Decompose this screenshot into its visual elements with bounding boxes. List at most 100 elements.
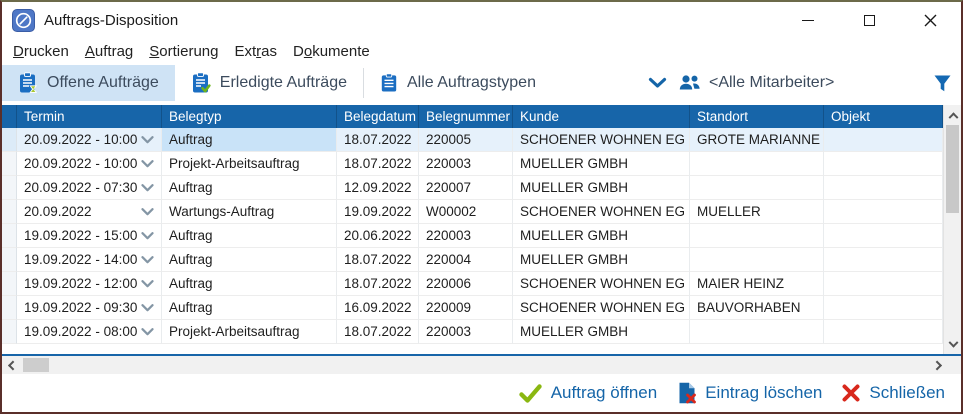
cell-termin[interactable]: 20.09.2022 xyxy=(17,200,162,224)
cell-objekt[interactable] xyxy=(824,200,943,224)
scroll-left-icon[interactable] xyxy=(2,356,20,374)
cell-kunde[interactable]: SCHOENER WOHNEN EG xyxy=(513,272,690,296)
cell-objekt[interactable] xyxy=(824,176,943,200)
cell-termin[interactable]: 20.09.2022 - 10:00 xyxy=(17,152,162,176)
cell-termin[interactable]: 19.09.2022 - 09:30 xyxy=(17,296,162,320)
cell-termin[interactable]: 20.09.2022 - 10:00 xyxy=(17,128,162,152)
cell-standort[interactable] xyxy=(690,152,824,176)
scroll-right-icon[interactable] xyxy=(929,356,947,374)
cell-belegtyp[interactable]: Auftrag xyxy=(162,296,337,320)
cell-kunde[interactable]: MUELLER GMBH xyxy=(513,152,690,176)
cell-belegnummer[interactable]: 220005 xyxy=(419,128,513,152)
maximize-button[interactable] xyxy=(862,13,876,27)
cell-standort[interactable] xyxy=(690,248,824,272)
row-gutter[interactable] xyxy=(2,224,17,248)
cell-belegtyp[interactable]: Auftrag xyxy=(162,272,337,296)
cell-belegdatum[interactable]: 18.07.2022 xyxy=(337,152,419,176)
column-header-standort[interactable]: Standort xyxy=(690,105,824,128)
cell-belegnummer[interactable]: 220006 xyxy=(419,272,513,296)
vertical-scrollbar[interactable] xyxy=(943,105,961,354)
cell-objekt[interactable] xyxy=(824,248,943,272)
column-header-objekt[interactable]: Objekt xyxy=(824,105,943,128)
menu-sortierung[interactable]: Sortierung xyxy=(141,40,226,63)
table-row[interactable]: 19.09.2022 - 12:00 Auftrag 18.07.2022 2200… xyxy=(2,272,943,296)
column-header-belegdatum[interactable]: Belegdatum xyxy=(337,105,419,128)
auftrag-oeffnen-button[interactable]: Auftrag öffnen xyxy=(519,383,657,403)
tab-erledigte-auftraege[interactable]: Erledigte Aufträge xyxy=(175,65,363,101)
minimize-button[interactable] xyxy=(801,13,815,27)
table-row[interactable]: 19.09.2022 - 14:00 Auftrag 18.07.2022 2200… xyxy=(2,248,943,272)
row-gutter[interactable] xyxy=(2,248,17,272)
cell-belegdatum[interactable]: 12.09.2022 xyxy=(337,176,419,200)
cell-objekt[interactable] xyxy=(824,272,943,296)
row-gutter[interactable] xyxy=(2,296,17,320)
cell-kunde[interactable]: MUELLER GMBH xyxy=(513,224,690,248)
termin-dropdown-icon[interactable] xyxy=(141,303,154,312)
cell-standort[interactable]: MAIER HEINZ xyxy=(690,272,824,296)
cell-kunde[interactable]: MUELLER GMBH xyxy=(513,176,690,200)
cell-belegdatum[interactable]: 20.06.2022 xyxy=(337,224,419,248)
cell-belegdatum[interactable]: 18.07.2022 xyxy=(337,128,419,152)
cell-belegtyp[interactable]: Wartungs-Auftrag xyxy=(162,200,337,224)
table-row[interactable]: 20.09.2022 - 07:30 Auftrag 12.09.2022 2200… xyxy=(2,176,943,200)
cell-belegdatum[interactable]: 18.07.2022 xyxy=(337,272,419,296)
cell-belegdatum[interactable]: 18.07.2022 xyxy=(337,320,419,344)
filter-funnel-icon[interactable] xyxy=(933,74,952,93)
menu-dokumente[interactable]: Dokumente xyxy=(285,40,378,63)
cell-belegtyp[interactable]: Projekt-Arbeitsauftrag xyxy=(162,152,337,176)
termin-dropdown-icon[interactable] xyxy=(141,255,154,264)
table-row[interactable]: 20.09.2022 Wartungs-Auftrag 19.09.2022 W00… xyxy=(2,200,943,224)
cell-belegtyp[interactable]: Projekt-Arbeitsauftrag xyxy=(162,320,337,344)
table-row[interactable]: 19.09.2022 - 15:00 Auftrag 20.06.2022 2200… xyxy=(2,224,943,248)
horizontal-scroll-thumb[interactable] xyxy=(23,358,49,372)
mitarbeiter-filter[interactable]: <Alle Mitarbeiter> xyxy=(677,74,834,92)
cell-termin[interactable]: 19.09.2022 - 12:00 xyxy=(17,272,162,296)
cell-termin[interactable]: 19.09.2022 - 15:00 xyxy=(17,224,162,248)
vertical-scroll-thumb[interactable] xyxy=(946,125,959,213)
cell-standort[interactable]: BAUVORHABEN xyxy=(690,296,824,320)
column-header-termin[interactable]: Termin xyxy=(17,105,162,128)
cell-belegnummer[interactable]: 220007 xyxy=(419,176,513,200)
cell-belegnummer[interactable]: 220003 xyxy=(419,320,513,344)
cell-objekt[interactable] xyxy=(824,320,943,344)
cell-termin[interactable]: 19.09.2022 - 08:00 xyxy=(17,320,162,344)
cell-belegtyp[interactable]: Auftrag xyxy=(162,176,337,200)
cell-belegnummer[interactable]: W00002 xyxy=(419,200,513,224)
cell-belegnummer[interactable]: 220003 xyxy=(419,224,513,248)
auftragstyp-filter[interactable]: Alle Auftragstypen xyxy=(364,65,552,101)
table-row[interactable]: 19.09.2022 - 08:00 Projekt-Arbeitsauftra… xyxy=(2,320,943,344)
cell-standort[interactable]: MUELLER xyxy=(690,200,824,224)
cell-belegdatum[interactable]: 19.09.2022 xyxy=(337,200,419,224)
cell-objekt[interactable] xyxy=(824,224,943,248)
menu-auftrag[interactable]: Auftrag xyxy=(77,40,141,63)
table-row[interactable]: 19.09.2022 - 09:30 Auftrag 16.09.2022 2200… xyxy=(2,296,943,320)
table-row[interactable]: 20.09.2022 - 10:00 Projekt-Arbeitsauftra… xyxy=(2,152,943,176)
cell-belegtyp[interactable]: Auftrag xyxy=(162,128,337,152)
row-gutter[interactable] xyxy=(2,320,17,344)
termin-dropdown-icon[interactable] xyxy=(141,279,154,288)
row-gutter[interactable] xyxy=(2,128,17,152)
cell-belegdatum[interactable]: 18.07.2022 xyxy=(337,248,419,272)
cell-objekt[interactable] xyxy=(824,128,943,152)
row-gutter[interactable] xyxy=(2,272,17,296)
cell-belegtyp[interactable]: Auftrag xyxy=(162,248,337,272)
cell-kunde[interactable]: MUELLER GMBH xyxy=(513,320,690,344)
cell-belegnummer[interactable]: 220003 xyxy=(419,152,513,176)
row-gutter[interactable] xyxy=(2,152,17,176)
cell-objekt[interactable] xyxy=(824,152,943,176)
cell-kunde[interactable]: SCHOENER WOHNEN EG xyxy=(513,128,690,152)
termin-dropdown-icon[interactable] xyxy=(141,159,154,168)
cell-standort[interactable] xyxy=(690,320,824,344)
cell-termin[interactable]: 19.09.2022 - 14:00 xyxy=(17,248,162,272)
scroll-up-icon[interactable] xyxy=(944,105,961,123)
termin-dropdown-icon[interactable] xyxy=(141,231,154,240)
termin-dropdown-icon[interactable] xyxy=(141,135,154,144)
auftragstyp-dropdown-icon[interactable] xyxy=(648,77,667,89)
cell-kunde[interactable]: SCHOENER WOHNEN EG xyxy=(513,296,690,320)
cell-termin[interactable]: 20.09.2022 - 07:30 xyxy=(17,176,162,200)
scroll-down-icon[interactable] xyxy=(944,336,961,354)
column-header-belegtyp[interactable]: Belegtyp xyxy=(162,105,337,128)
row-gutter[interactable] xyxy=(2,200,17,224)
cell-objekt[interactable] xyxy=(824,296,943,320)
table-row[interactable]: 20.09.2022 - 10:00 Auftrag 18.07.2022 2200… xyxy=(2,128,943,152)
